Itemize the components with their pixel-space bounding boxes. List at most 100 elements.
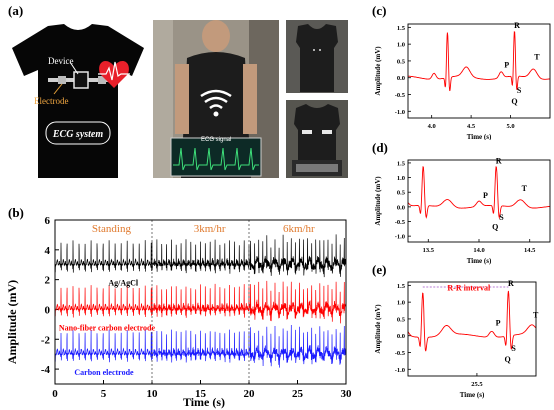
heart-ecg-trace (98, 61, 130, 81)
ecg-trace-series-1 (54, 280, 347, 324)
b-plot-frame (54, 219, 347, 385)
rr-interval-label: R-R interval (447, 283, 491, 292)
wave-label-r: R (496, 157, 502, 166)
small-ytick-label: 0.0 (397, 75, 405, 82)
small-plot-frame (407, 281, 537, 377)
electrode-pad-right (98, 76, 106, 84)
small-ytick-label: 1.5 (397, 160, 406, 167)
wave-label-r: R (514, 21, 520, 30)
heart-icon (99, 60, 129, 88)
ecg-beat-trace (407, 166, 550, 220)
small-xtick-label: 14.5 (524, 247, 536, 254)
b-xtick-label: 15 (195, 388, 207, 400)
b-xtick-label: 10 (147, 388, 159, 400)
small-plot-frame (407, 159, 551, 243)
b-xtick-label: 5 (101, 388, 107, 400)
series-label-nanofiber: Nano-fiber carbon electrode (59, 323, 156, 332)
b-ytick-label: 4 (45, 245, 51, 257)
ecg-signal-screen (170, 137, 262, 177)
photo-vest-front (286, 20, 348, 93)
small-xlabel: Time (s) (467, 133, 492, 140)
wave-label-q: Q (504, 355, 510, 364)
small-ytick-label: 1.5 (397, 25, 406, 32)
small-ytick-label: -1.0 (395, 109, 405, 116)
electrode-label: Electrode (34, 96, 68, 106)
small-ytick-label: -0.5 (395, 350, 406, 357)
small-ytick-label: 1.0 (397, 175, 405, 182)
wave-label-p: P (496, 319, 501, 328)
segment-label-3km: 3km/hr (194, 223, 226, 235)
b-xtick-label: 25 (292, 388, 304, 400)
segment-label-standing: Standing (92, 223, 132, 235)
wifi-icon (200, 89, 232, 110)
b-ytick-label: -4 (41, 364, 51, 376)
wave-label-p: P (504, 61, 509, 70)
small-ylabel: Amplitude (mV) (374, 176, 382, 226)
small-ytick-label: 1.0 (397, 42, 405, 49)
small-ytick-label: 1.5 (397, 283, 406, 290)
panel-label-d: (d) (372, 140, 388, 155)
ecg-shirt-illustration: Device Electrode ECG system (12, 24, 144, 178)
small-xlabel: Time (s) (460, 391, 485, 399)
device-box (73, 71, 89, 89)
b-ytick-label: 6 (45, 215, 51, 227)
b-ytick-label: 0 (45, 304, 51, 316)
small-xtick-label: 13.5 (423, 247, 435, 254)
panel-label-a: (a) (8, 3, 24, 18)
ecg-trace-series-2 (54, 324, 347, 368)
small-ytick-label: 0.5 (397, 190, 406, 197)
series-label-carbon: Carbon electrode (74, 368, 134, 377)
small-xtick-label: 14.0 (473, 247, 484, 254)
b-ytick-label: -2 (41, 334, 51, 346)
device-label: Device (48, 56, 73, 66)
ecg-system-label: ECG system (52, 129, 104, 140)
b-ytick-label: 2 (45, 275, 51, 287)
ecg-beat-chart-d: Amplitude (mV) Time (s) 1.5 1.0 0.5 0.0 -0.5 -1… (374, 157, 551, 265)
wave-label-t: T (522, 184, 528, 193)
wave-label-s: S (517, 86, 522, 95)
ecg-system-box (45, 121, 111, 145)
small-xtick-label: 5.0 (506, 123, 514, 130)
ecg-trace-series-0 (54, 234, 347, 278)
small-xtick-label: 4.5 (467, 123, 476, 130)
ecg-signal-label: ECG signal (201, 137, 232, 143)
ecg-beat-trace (407, 290, 536, 352)
small-xtick-label: 25.5 (471, 381, 483, 388)
small-ytick-label: -1.0 (395, 234, 405, 241)
wave-label-t: T (533, 310, 539, 319)
b-ylabel: Amplitude (mV) (5, 280, 19, 364)
wave-label-p: P (483, 191, 488, 200)
b-xtick-label: 20 (244, 388, 256, 400)
small-xlabel: Time (s) (467, 257, 492, 265)
series-label-agagcl: Ag/AgCl (108, 279, 139, 288)
small-ytick-label: 0.5 (397, 316, 406, 323)
small-ytick-label: 0.0 (397, 333, 405, 340)
small-ytick-label: -0.5 (395, 92, 406, 99)
wave-label-r: R (508, 279, 514, 288)
small-ytick-label: 0.5 (397, 58, 406, 65)
electrode-pad-left (58, 76, 66, 84)
wave-label-s: S (499, 213, 504, 222)
panel-label-e: (e) (372, 262, 387, 277)
b-xtick-label: 0 (52, 388, 58, 400)
photo-person-wearing-vest: ECG signal (153, 20, 279, 178)
photo-vest-back (286, 100, 348, 178)
b-xtick-label: 30 (341, 388, 353, 400)
small-xtick-label: 4.0 (428, 123, 436, 130)
ecg-beat-chart-e: Amplitude (mV) Time (s) 1.5 1.0 0.5 0.0 -0.5 -1… (374, 279, 539, 399)
panel-label-b: (b) (8, 205, 24, 220)
small-ylabel: Amplitude (mV) (374, 46, 382, 96)
wave-label-s: S (511, 344, 516, 353)
ecg-beat-trace (408, 31, 550, 92)
panel-label-c: (c) (372, 3, 387, 18)
segment-label-6km: 6km/hr (283, 223, 315, 235)
small-ytick-label: 0.0 (397, 204, 405, 211)
small-plot-frame (407, 23, 551, 119)
wave-label-t: T (534, 52, 540, 61)
small-ytick-label: -1.0 (395, 367, 405, 374)
ecg-beat-chart-c: Amplitude (mV) Time (s) 1.5 1.0 0.5 0.0 -0.5 -1… (374, 21, 551, 140)
wave-label-q: Q (511, 97, 517, 106)
wave-label-q: Q (492, 223, 498, 232)
small-ytick-label: -0.5 (395, 219, 406, 226)
b-xlabel: Time (s) (183, 395, 225, 409)
